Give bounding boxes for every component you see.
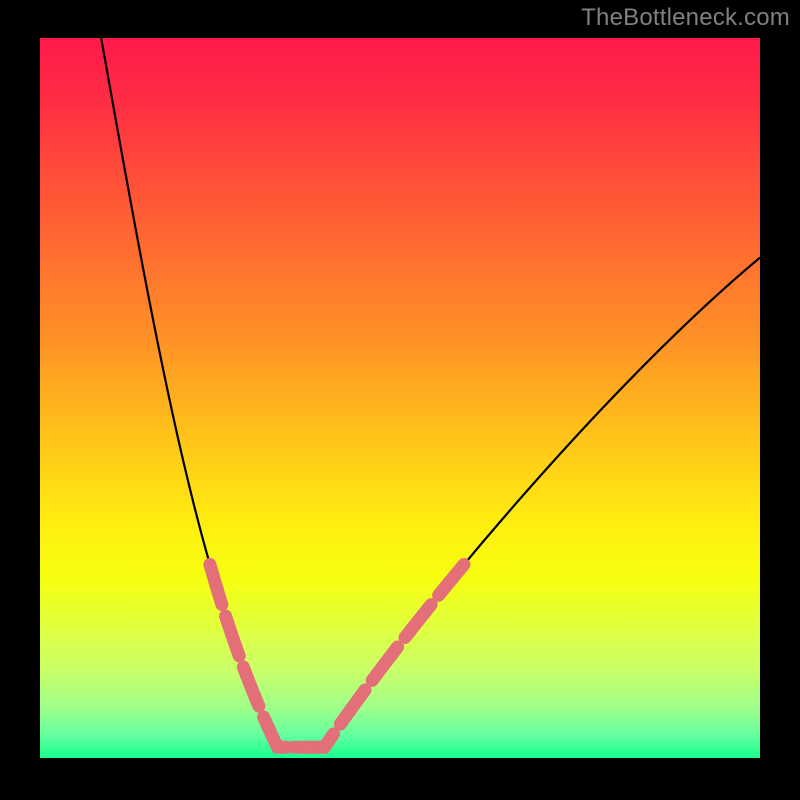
floor-dot bbox=[301, 741, 314, 754]
floor-dot bbox=[275, 741, 288, 754]
attribution-text: TheBottleneck.com bbox=[581, 4, 790, 32]
floor-dot bbox=[316, 741, 329, 754]
stage: TheBottleneck.com bbox=[0, 0, 800, 800]
plot-area bbox=[40, 38, 760, 758]
floor-dot bbox=[287, 741, 300, 754]
